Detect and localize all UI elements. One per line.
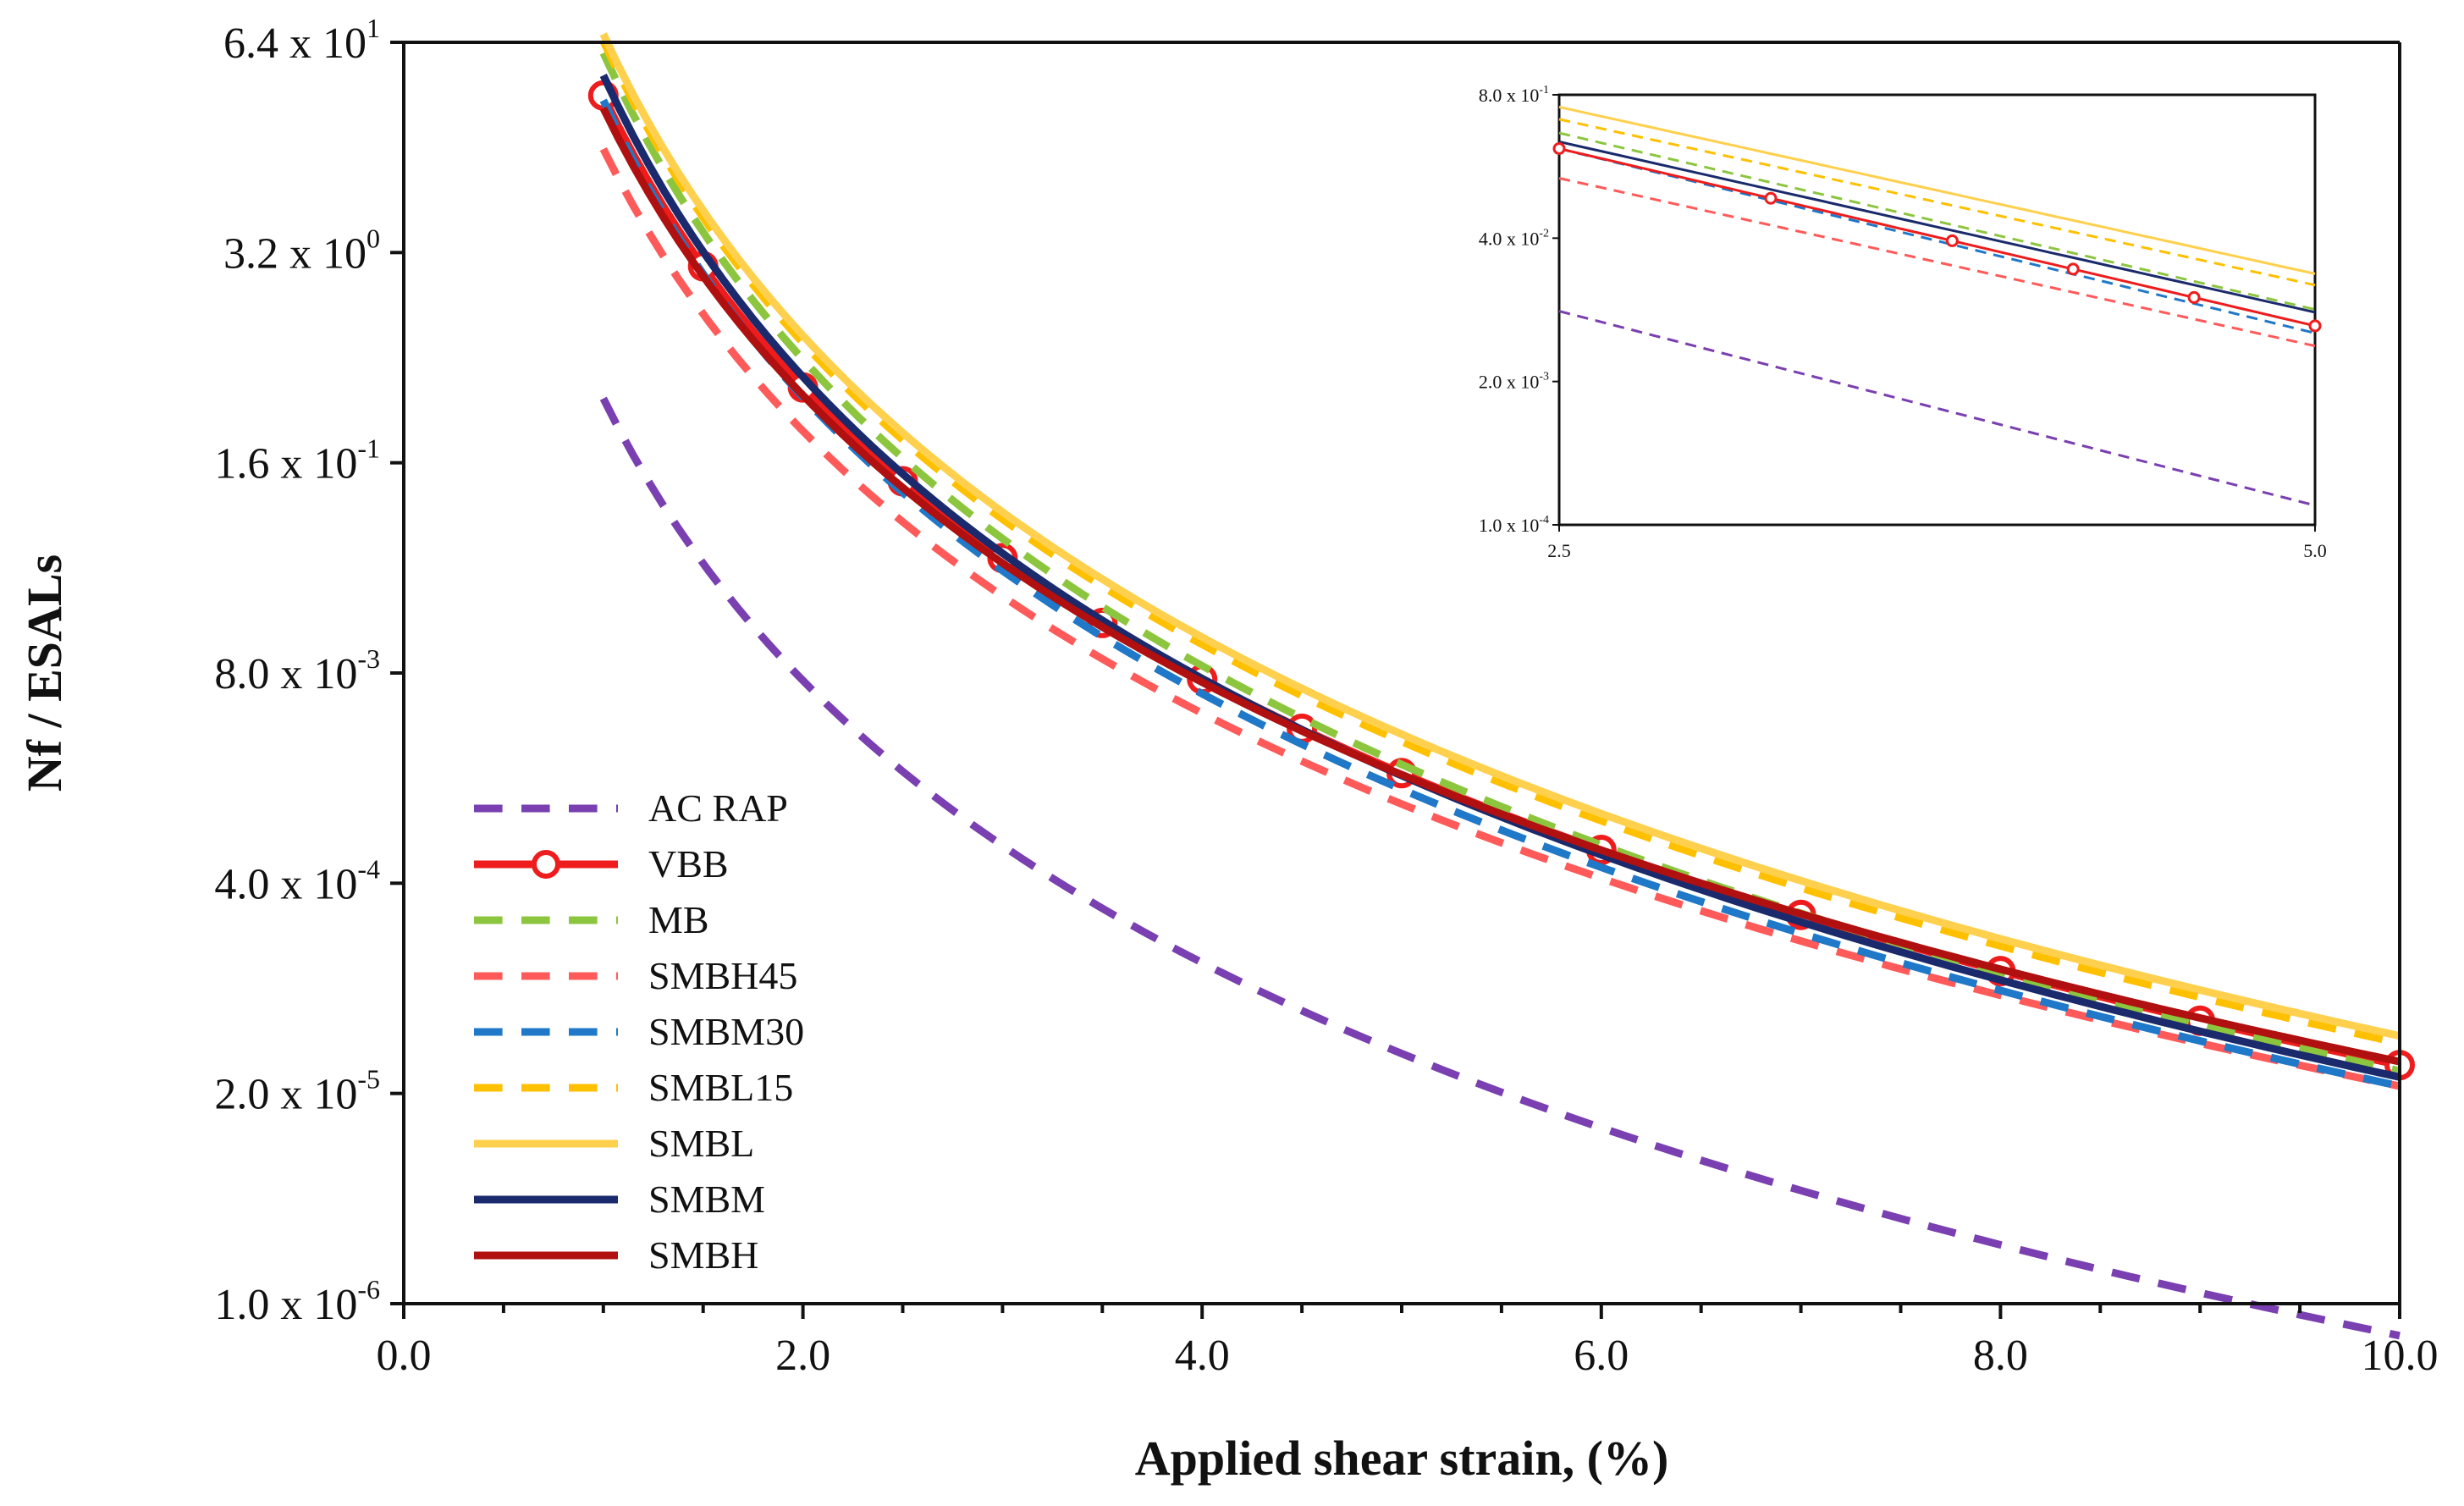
inset-series-line-smbm [1558,140,2316,314]
x-tick-label-6: 6.0 [1574,1332,1629,1380]
y-tick-label-5: 3.2 x 100 [223,223,380,278]
y-tick-label-4: 1.6 x 10-1 [214,433,380,488]
legend-marker-vbb [532,850,560,879]
main-axes-layer: 0.0 2.0 4.0 6.0 8.0 10.0 1.0 x 10-6 2.0 x 10-5 4… [214,13,2438,1380]
y-tick-label-3: 8.0 x 10-3 [214,643,380,698]
x-tick-label-4: 4.0 [1175,1332,1230,1380]
legend-label-mb: MB [648,898,709,941]
legend: AC RAP VBB MB SMBH45 SMBM30 SMBL15 SMBL SMBM SMB… [474,786,804,1277]
x-tick-label-10: 10.0 [2362,1332,2439,1380]
inset-frame [1557,93,2317,527]
legend-label-smbh45: SMBH45 [648,954,797,997]
series-line-smbh [599,106,2401,1066]
inset-y-tick-label-0: 1.0 x 10-4 [1479,514,1549,536]
inset-series-marker-vbb-3 [2066,262,2080,276]
inset-series-marker-vbb-0 [1552,142,1566,155]
legend-label-smbl15: SMBL15 [648,1066,793,1109]
y-tick-label-2: 4.0 x 10-4 [214,853,380,908]
inset-x-tick-label-0: 2.5 [1547,540,1571,561]
series-line-smbl15 [599,39,2401,1047]
legend-label-smbl: SMBL [648,1122,754,1165]
legend-label-smbh: SMBH [648,1233,758,1277]
inset-series-marker-vbb-5 [2308,319,2322,333]
series-line-smbh45 [599,146,2401,1090]
x-tick-label-0: 0.0 [377,1332,432,1380]
legend-label-smbm: SMBM [648,1178,765,1221]
inset-series-marker-vbb-4 [2187,290,2201,304]
inset-y-tick-label-2: 4.0 x 10-2 [1479,227,1549,249]
series-line-mb [599,51,2401,1075]
inset-series-line-smbl [1558,105,2316,275]
x-tick-label-2: 2.0 [775,1332,830,1380]
legend-label-smbm30: SMBM30 [648,1010,804,1053]
inset-y-tick-label-1: 2.0 x 10-3 [1479,371,1549,393]
series-line-smbl [599,32,2401,1040]
main-series-layer [587,32,2415,1340]
y-axis-title: Nf / ESALs [17,554,72,792]
x-tick-label-8: 8.0 [1973,1332,2028,1380]
series-line-ac-rap [599,396,2401,1340]
inset-chart: 1.0 x 10-4 2.0 x 10-3 4.0 x 10-2 8.0 x 10-1… [1479,84,2327,561]
y-tick-label-0: 1.0 x 10-6 [214,1274,380,1329]
y-tick-label-6: 6.4 x 101 [223,13,380,68]
inset-series-marker-vbb-1 [1764,191,1778,205]
x-axis-title: Applied shear strain, (%) [1135,1431,1669,1486]
inset-x-tick-label-1: 5.0 [2303,540,2327,561]
inset-series-marker-vbb-2 [1945,234,1959,247]
y-tick-label-1: 2.0 x 10-5 [214,1064,380,1119]
inset-y-tick-label-3: 8.0 x 10-1 [1479,84,1549,106]
legend-label-vbb: VBB [648,842,729,885]
legend-label-ac-rap: AC RAP [648,786,788,830]
